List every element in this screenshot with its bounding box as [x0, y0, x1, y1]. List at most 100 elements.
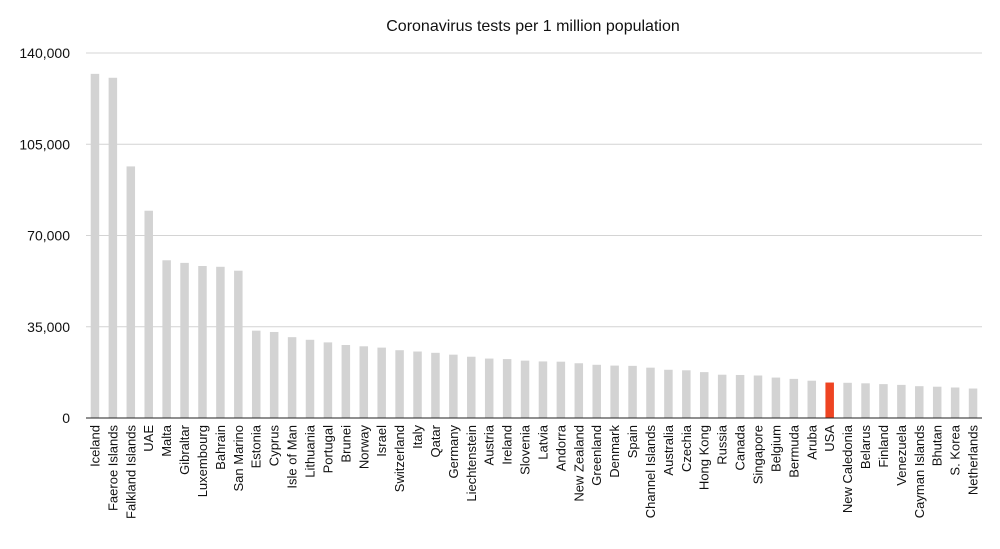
bar-bhutan — [932, 386, 942, 418]
x-tick-label: Denmark — [607, 425, 622, 478]
bar-san-marino — [234, 270, 243, 418]
bar-aruba — [807, 380, 817, 418]
x-tick-label: Venezuela — [894, 424, 909, 485]
bar-liechtenstein — [467, 356, 476, 418]
x-tick-label: New Zealand — [571, 425, 586, 502]
y-tick-label: 0 — [62, 410, 70, 426]
x-tick-label: Hong Kong — [697, 425, 712, 490]
x-tick-label: Netherlands — [966, 425, 981, 496]
bar-australia — [664, 369, 673, 418]
x-tick-label: Falkland Islands — [123, 425, 138, 519]
bar-new-zealand — [574, 363, 584, 418]
bar-singapore — [753, 375, 763, 418]
x-tick-label: Portugal — [320, 425, 335, 474]
x-axis-ticks: Iceland Faeroe Islands Falkland Islands UAE… — [87, 424, 980, 519]
bar-s-korea — [950, 387, 960, 418]
bar-russia — [717, 374, 727, 418]
bar-finland — [879, 384, 888, 418]
bar-cyprus — [269, 331, 279, 418]
bar-latvia — [538, 361, 548, 418]
x-tick-label: Andorra — [553, 424, 568, 471]
bar-usa — [825, 382, 834, 418]
bar-venezuela — [897, 384, 906, 418]
x-tick-label: UAE — [141, 425, 156, 452]
x-tick-label: Qatar — [428, 424, 443, 457]
bar-czechia — [682, 370, 691, 418]
bar-falkland-islands — [126, 166, 136, 418]
bar-belarus — [861, 383, 870, 418]
bar-channel-islands — [646, 367, 655, 418]
bar-cayman-islands — [915, 386, 924, 418]
x-tick-label: Faeroe Islands — [105, 425, 120, 511]
bar-canada — [735, 374, 745, 418]
bar-gibraltar — [180, 262, 189, 419]
x-tick-label: Finland — [876, 425, 891, 468]
x-tick-label: Lithuania — [303, 424, 318, 478]
bar-belgium — [771, 377, 781, 418]
x-tick-label: Cayman Islands — [912, 425, 927, 519]
x-tick-label: Czechia — [679, 424, 694, 472]
bar-estonia — [251, 330, 261, 418]
x-tick-label: Slovenia — [518, 424, 533, 475]
bar-faeroe-islands — [108, 77, 118, 419]
bar-brunei — [341, 345, 351, 418]
x-tick-label: Italy — [410, 425, 425, 449]
x-tick-label: Belarus — [858, 425, 873, 470]
x-tick-label: Malta — [159, 424, 174, 457]
bar-malta — [162, 260, 171, 418]
x-tick-label: Austria — [482, 424, 497, 465]
y-tick-label: 35,000 — [27, 319, 70, 335]
x-tick-label: Bermuda — [786, 424, 801, 478]
bar-portugal — [323, 342, 333, 418]
x-tick-label: Estonia — [249, 424, 264, 468]
x-tick-label: Iceland — [87, 425, 102, 467]
bar-ireland — [502, 359, 512, 418]
x-tick-label: Bahrain — [213, 425, 228, 470]
x-tick-label: Brunei — [338, 425, 353, 463]
x-tick-label: Australia — [661, 424, 676, 475]
bar-germany — [449, 354, 458, 418]
x-tick-label: Canada — [733, 424, 748, 470]
chart-title: Coronavirus tests per 1 million populati… — [386, 18, 679, 35]
gridlines — [86, 52, 982, 328]
bar-uae — [144, 210, 153, 418]
bar-spain — [628, 365, 637, 418]
x-tick-label: Israel — [374, 425, 389, 457]
x-tick-label: San Marino — [231, 425, 246, 491]
x-tick-label: Isle of Man — [285, 425, 300, 489]
bar-norway — [359, 346, 369, 418]
x-tick-label: Greenland — [589, 425, 604, 486]
x-tick-label: Liechtenstein — [464, 425, 479, 502]
bars — [90, 73, 978, 419]
x-tick-label: Russia — [715, 424, 730, 465]
bar-slovenia — [520, 360, 530, 418]
x-tick-label: Bhutan — [930, 425, 945, 466]
bar-isle-of-man — [287, 337, 297, 418]
x-tick-label: New Caledonia — [840, 424, 855, 513]
x-tick-label: Gibraltar — [177, 424, 192, 475]
bar-switzerland — [395, 350, 404, 418]
bar-hong-kong — [699, 372, 709, 418]
bar-andorra — [556, 361, 566, 418]
bar-new-caledonia — [843, 382, 852, 418]
x-tick-label: Latvia — [535, 424, 550, 459]
bar-italy — [413, 351, 422, 418]
bar-bermuda — [789, 378, 799, 418]
x-tick-label: Belgium — [768, 425, 783, 472]
x-tick-label: Channel Islands — [643, 425, 658, 519]
y-axis-ticks: 0 35,000 70,000 105,000 140,000 — [19, 45, 70, 426]
bar-luxembourg — [198, 266, 207, 418]
x-tick-label: Singapore — [751, 425, 766, 484]
x-tick-label: Germany — [446, 425, 461, 479]
bar-qatar — [431, 352, 440, 418]
x-tick-label: USA — [822, 425, 837, 452]
x-tick-label: S. Korea — [948, 424, 963, 475]
x-tick-label: Norway — [356, 425, 371, 470]
bar-lithuania — [305, 339, 315, 418]
x-tick-label: Switzerland — [392, 425, 407, 492]
x-tick-label: Luxembourg — [195, 425, 210, 497]
bar-israel — [377, 347, 386, 418]
x-tick-label: Aruba — [804, 424, 819, 459]
x-tick-label: Cyprus — [267, 425, 282, 467]
